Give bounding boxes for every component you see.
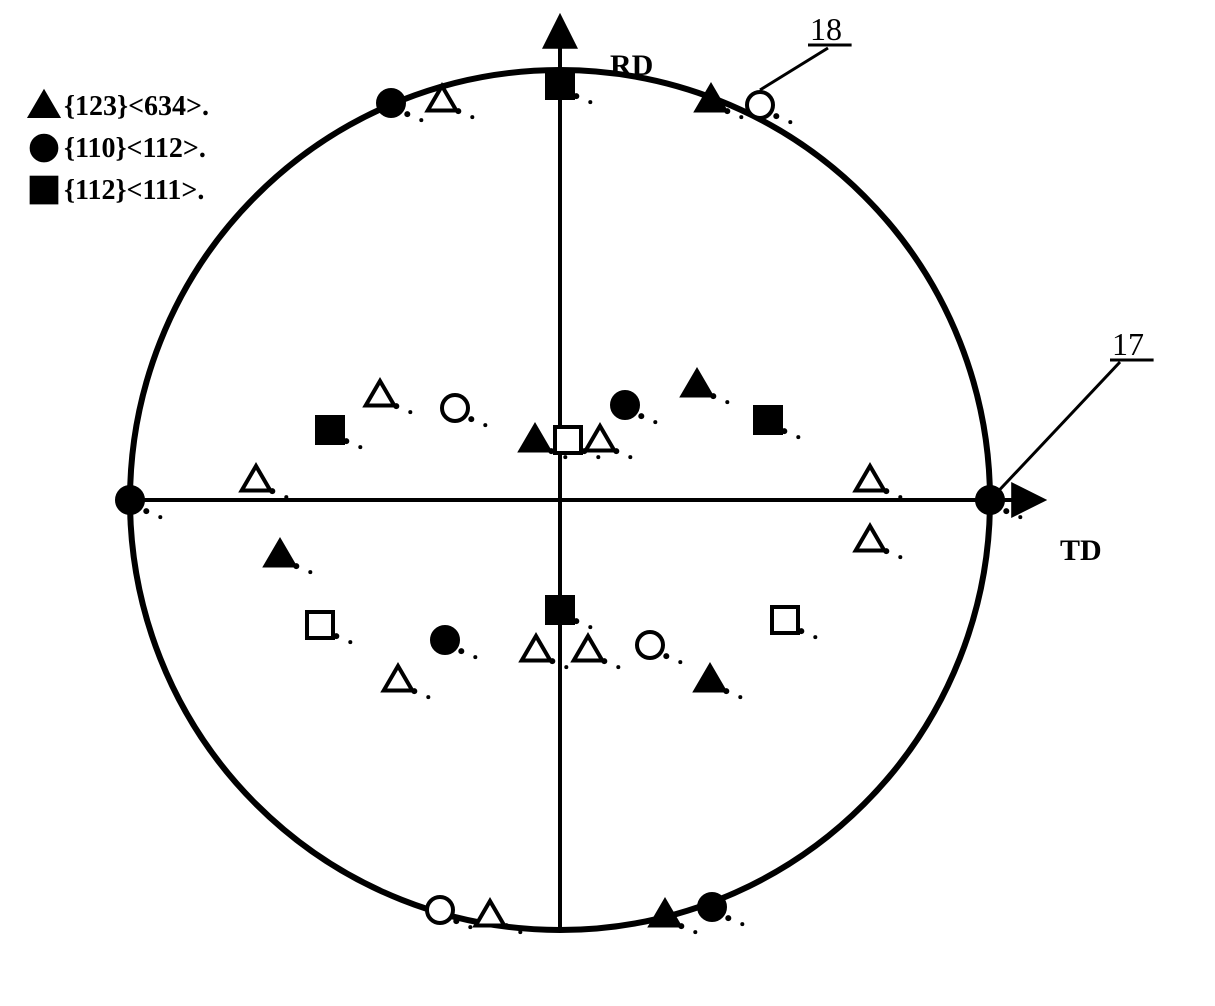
- axis-label-td: TD: [1060, 534, 1102, 567]
- marker-circle-filled: [432, 627, 458, 653]
- marker-circle-filled: [32, 136, 57, 161]
- callout-18-label: 18: [810, 11, 842, 47]
- legend-item: {112}<111>.: [32, 175, 205, 206]
- marker-square-open: [307, 612, 333, 638]
- legend-item-label: {110}<112>.: [64, 133, 206, 164]
- marker-square-open: [772, 607, 798, 633]
- marker-square-filled: [547, 597, 573, 623]
- legend-item-label: {123}<634>.: [64, 91, 209, 122]
- marker-square-filled: [32, 178, 57, 203]
- marker-circle-open: [637, 632, 663, 658]
- marker-circle-filled: [612, 392, 638, 418]
- marker-circle-filled: [378, 90, 404, 116]
- marker-circle-open: [427, 897, 453, 923]
- legend-item-label: {112}<111>.: [64, 175, 204, 206]
- marker-square-filled: [755, 407, 781, 433]
- marker-circle-filled: [117, 487, 143, 513]
- marker-circle-filled: [699, 894, 725, 920]
- marker-square-filled: [317, 417, 343, 443]
- pole-figure: RD TD 18 17 {123}<634>. {110}<112>. {112}<111>…: [0, 0, 1215, 1006]
- marker-circle-open: [747, 92, 773, 118]
- marker-square-filled: [547, 72, 573, 98]
- marker-circle-open: [442, 395, 468, 421]
- axis-label-rd: RD: [610, 49, 653, 82]
- marker-square-open: [555, 427, 581, 453]
- callout-17-label: 17: [1112, 326, 1144, 362]
